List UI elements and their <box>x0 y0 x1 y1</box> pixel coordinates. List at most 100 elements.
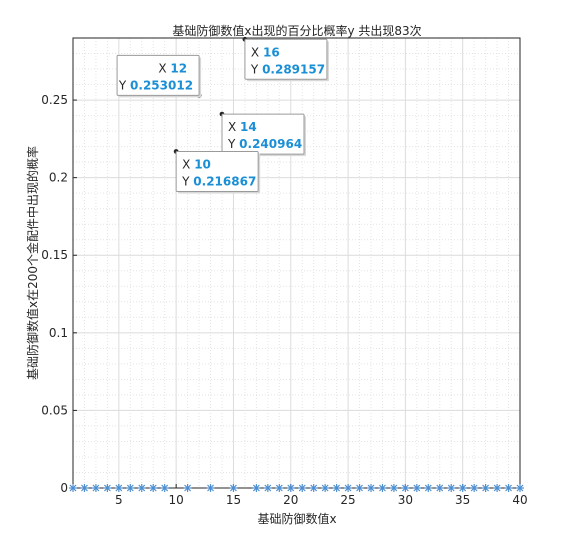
data-point <box>389 484 398 492</box>
data-point-stroke <box>149 484 157 492</box>
data-tip-y-prefix: Y <box>250 62 262 76</box>
data-point-stroke <box>310 484 318 492</box>
data-point <box>378 484 387 492</box>
data-point <box>344 484 353 492</box>
data-tip-x: X 14 <box>228 120 257 134</box>
data-tip-y-prefix: Y <box>227 137 239 151</box>
x-tick-label: 35 <box>455 493 470 507</box>
data-point <box>252 484 261 492</box>
data-point-stroke <box>379 484 386 492</box>
data-point-stroke <box>207 484 214 492</box>
x-tick-label: 25 <box>340 493 355 507</box>
y-tick-label: 0.15 <box>41 248 68 262</box>
data-point-stroke <box>424 484 432 492</box>
data-point <box>126 484 135 492</box>
data-tip-x: X 16 <box>251 45 280 59</box>
data-point-stroke <box>287 484 295 492</box>
data-point-stroke <box>126 484 134 492</box>
data-point <box>160 484 169 492</box>
data-point <box>447 484 456 492</box>
data-tip-x-value: 16 <box>263 45 280 59</box>
data-point-stroke <box>493 484 501 492</box>
data-point-stroke <box>482 484 490 492</box>
x-axis-label: 基础防御数值x <box>257 511 336 526</box>
data-tip-box <box>116 54 200 96</box>
data-point <box>435 484 444 492</box>
data-point <box>504 484 513 492</box>
data-point-stroke <box>356 484 363 492</box>
x-tick-label: 30 <box>398 493 413 507</box>
data-point <box>412 484 421 492</box>
y-tick-label: 0.1 <box>49 326 68 340</box>
axes-box <box>72 37 521 489</box>
data-point-stroke <box>390 484 398 492</box>
data-point <box>470 484 479 492</box>
x-tick-labels: 5 10 15 20 25 30 35 40 <box>115 493 528 507</box>
data-tip-y: Y 0.289157 <box>250 62 325 76</box>
data-point-stroke <box>69 484 77 492</box>
data-point <box>275 484 284 492</box>
data-point <box>69 484 77 492</box>
data-point <box>481 484 490 492</box>
data-point-stroke <box>184 484 192 492</box>
data-point <box>367 484 375 492</box>
data-tip-y: Y 0.240964 <box>227 137 302 151</box>
data-point <box>183 484 192 492</box>
data-point-stroke <box>264 484 272 492</box>
y-tick-label: 0.25 <box>41 93 68 107</box>
x-tick-label: 15 <box>226 493 241 507</box>
data-point-stroke <box>413 484 421 492</box>
x-tick-label: 5 <box>115 493 123 507</box>
data-point <box>206 484 215 492</box>
data-tip-x-value: 10 <box>194 157 211 171</box>
data-point <box>229 484 238 492</box>
data-tip-box <box>175 150 259 192</box>
data-tip-x-value: 12 <box>170 61 187 75</box>
chart-title: 基础防御数值x出现的百分比概率y 共出现83次 <box>172 23 421 38</box>
data-point-stroke <box>436 484 444 492</box>
data-point <box>355 484 364 492</box>
data-tip-y-value: 0.289157 <box>262 62 325 76</box>
minor-grid <box>73 38 520 488</box>
data-point-stroke <box>161 484 169 492</box>
data-point <box>424 484 433 492</box>
data-markers <box>69 36 524 492</box>
data-tip-x-prefix: X <box>182 157 194 171</box>
data-point-stroke <box>321 484 329 492</box>
data-tip-y-value: 0.240964 <box>239 137 302 151</box>
data-point-stroke <box>81 484 88 492</box>
data-tip-x-prefix: X <box>158 61 170 75</box>
data-point <box>321 484 330 492</box>
data-point <box>286 484 295 492</box>
data-point <box>263 484 272 492</box>
data-point <box>149 484 158 492</box>
data-point <box>332 484 341 492</box>
y-axis-label: 基础防御数值x在200个金配件中出现的概率 <box>25 146 40 380</box>
data-point <box>298 484 307 492</box>
data-point-stroke <box>459 484 467 492</box>
x-tick-label: 40 <box>512 493 527 507</box>
data-point <box>401 484 410 492</box>
data-tip-y-prefix: Y <box>181 174 193 188</box>
data-point-stroke <box>470 484 478 492</box>
data-tip-x-value: 14 <box>240 120 257 134</box>
data-point-stroke <box>103 484 111 492</box>
data-tip-x: X 12 <box>158 61 187 75</box>
data-point <box>493 484 502 492</box>
data-point <box>114 484 123 492</box>
data-point-stroke <box>298 484 306 492</box>
data-tip-x-prefix: X <box>228 120 240 134</box>
data-point <box>137 484 146 492</box>
data-point <box>458 484 467 492</box>
data-tip: X 10Y 0.216867 <box>175 150 261 194</box>
data-point-stroke <box>92 484 100 492</box>
data-point-stroke <box>230 484 237 492</box>
data-tip: X 12 Y 0.253012 <box>116 54 202 98</box>
x-tick-label: 20 <box>283 493 298 507</box>
data-point <box>80 484 89 492</box>
data-tip-x-prefix: X <box>251 45 263 59</box>
data-point-stroke <box>401 484 409 492</box>
data-point <box>309 484 318 492</box>
